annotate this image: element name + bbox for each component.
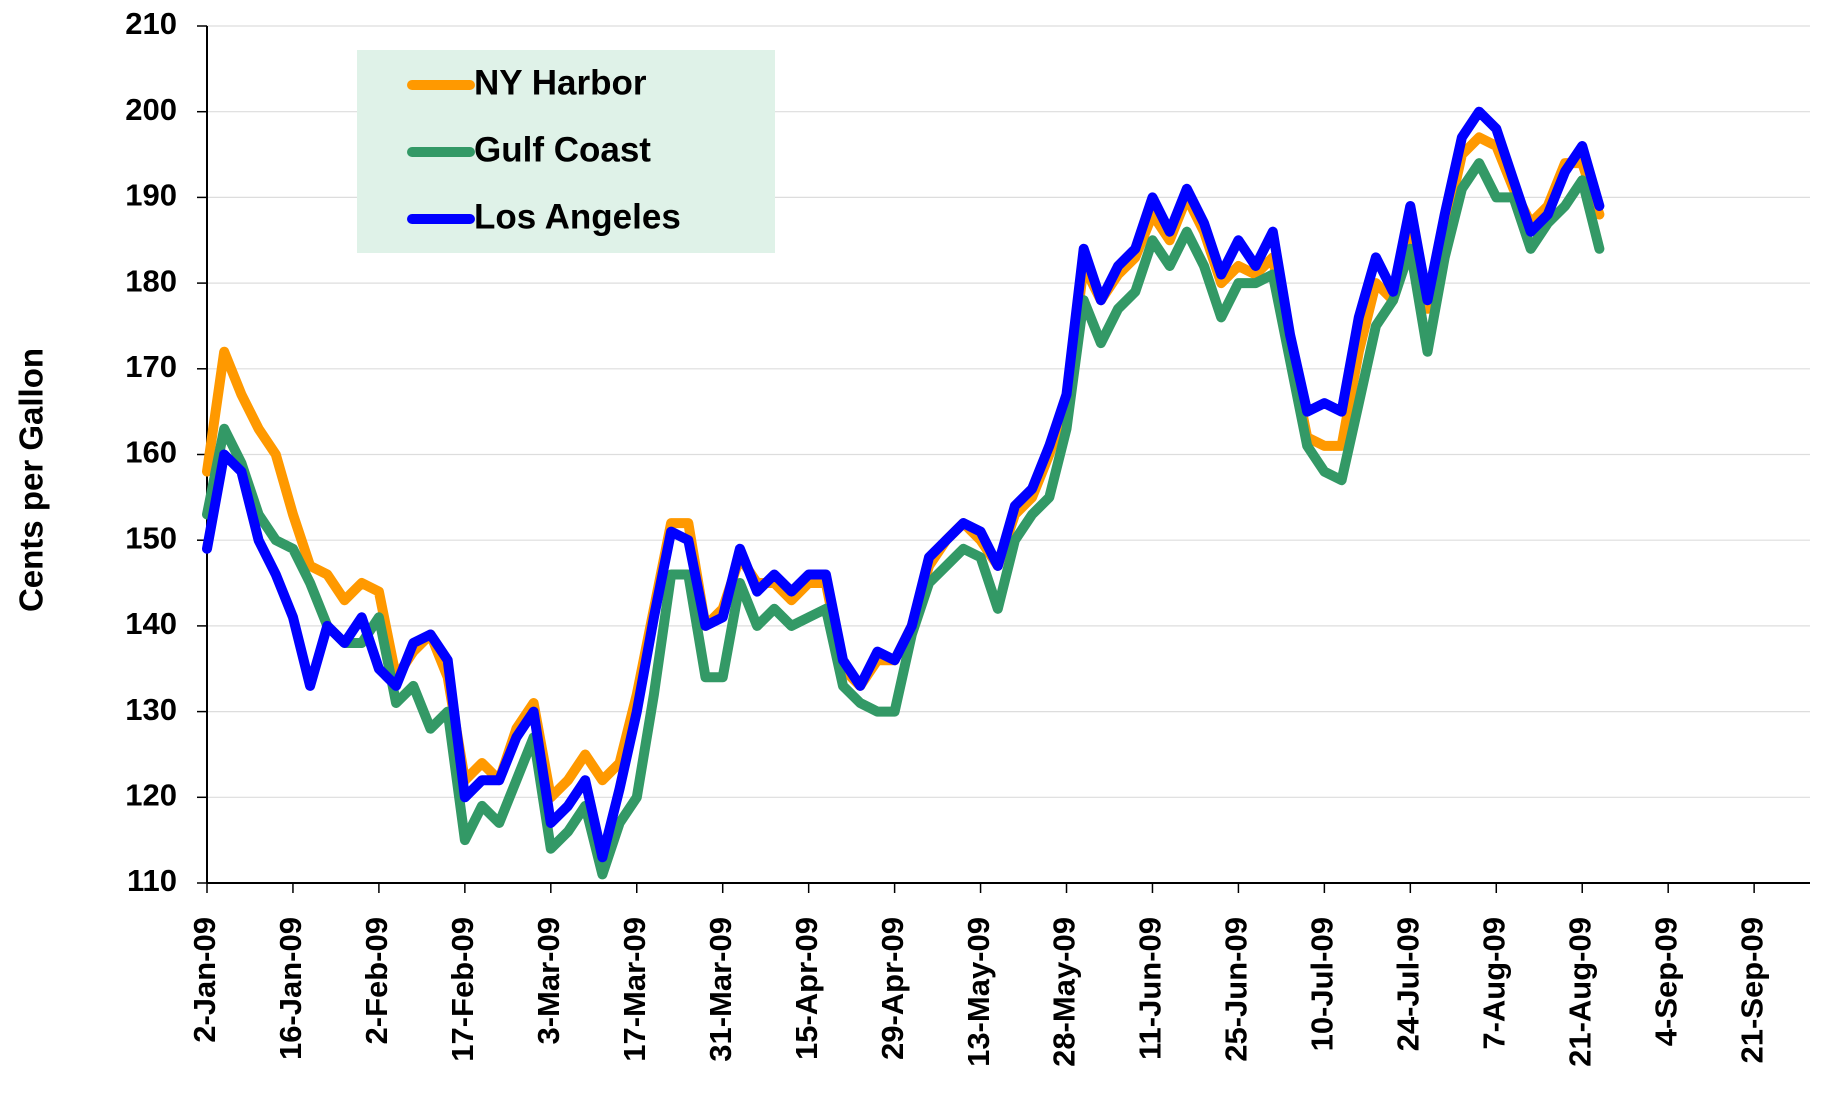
y-tick-label: 120: [125, 777, 177, 812]
series-line: [202, 158, 1605, 880]
legend-label: Los Angeles: [474, 197, 681, 236]
y-tick-label: 110: [127, 863, 177, 898]
x-tick-label: 16-Jan-09: [273, 917, 308, 1060]
x-tick-label: 25-Jun-09: [1219, 917, 1254, 1062]
y-tick-label: 200: [125, 92, 177, 127]
x-tick-label: 29-Apr-09: [875, 917, 910, 1060]
x-tick-label: 21-Aug-09: [1562, 917, 1597, 1067]
y-tick-label: 180: [125, 263, 177, 298]
x-tick-label: 11-Jun-09: [1133, 917, 1168, 1060]
y-tick-label: 170: [125, 349, 177, 384]
y-axis-label: Cents per Gallon: [13, 348, 50, 612]
legend-label: Gulf Coast: [474, 130, 651, 169]
y-tick-label: 140: [125, 606, 177, 641]
x-tick-label: 2-Feb-09: [359, 917, 394, 1044]
x-tick-label: 28-May-09: [1047, 917, 1082, 1067]
x-tick-label: 2-Jan-09: [187, 917, 222, 1043]
y-tick-label: 150: [125, 520, 177, 555]
x-tick-label: 31-Mar-09: [703, 917, 738, 1062]
x-tick-label: 17-Feb-09: [445, 917, 480, 1062]
y-tick-label: 190: [125, 178, 177, 213]
legend-label: NY Harbor: [474, 63, 647, 102]
x-tick-label: 3-Mar-09: [531, 917, 566, 1045]
x-tick-label: 10-Jul-09: [1305, 917, 1340, 1051]
x-tick-label: 7-Aug-09: [1476, 917, 1511, 1050]
x-tick-label: 15-Apr-09: [789, 917, 824, 1060]
x-tick-label: 4-Sep-09: [1648, 917, 1683, 1046]
series-line: [202, 106, 1605, 863]
y-tick-label: 160: [125, 435, 177, 470]
y-tick-label: 210: [125, 6, 177, 41]
y-tick-label: 130: [125, 692, 177, 727]
x-tick-label: 13-May-09: [961, 917, 996, 1067]
x-tick-label: 21-Sep-09: [1734, 917, 1769, 1063]
x-tick-label: 17-Mar-09: [617, 917, 652, 1062]
x-tick-label: 24-Jul-09: [1391, 917, 1426, 1051]
legend: NY Harbor Gulf Coast Los Angeles: [357, 50, 775, 253]
